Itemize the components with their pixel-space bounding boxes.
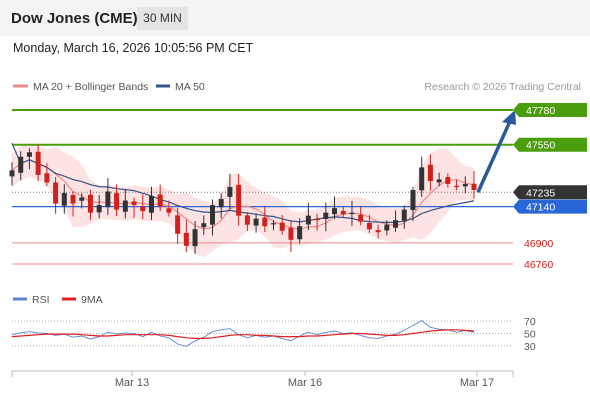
candle-body	[454, 185, 460, 188]
candle-body	[323, 212, 329, 219]
candle-body	[340, 210, 346, 215]
candle-body	[166, 208, 172, 213]
copyright-text: Research © 2026 Trading Central	[424, 81, 581, 93]
bollinger-band	[12, 142, 474, 258]
candle-body	[375, 230, 381, 233]
rsi-legend-label: RSI	[32, 294, 50, 306]
pivot-price-tag-47140	[513, 199, 587, 214]
candle-body	[393, 220, 399, 228]
candle-body	[218, 199, 224, 208]
candle-body	[445, 177, 451, 184]
candle-body	[288, 227, 294, 240]
candle-body	[209, 205, 215, 225]
rsi-line	[11, 320, 475, 347]
x-axis-label: Mar 13	[115, 377, 149, 389]
x-axis-label: Mar 17	[460, 377, 494, 389]
candle-body	[96, 205, 102, 213]
candle-body	[148, 196, 154, 213]
candle-body	[79, 197, 85, 201]
candle-body	[9, 170, 15, 177]
pivot-label-47140: 47140	[526, 202, 555, 214]
candle-body	[297, 226, 303, 240]
candle-body	[305, 215, 311, 225]
candle-body	[349, 212, 355, 214]
candle-body	[262, 217, 268, 227]
candle-body	[114, 193, 120, 210]
candle-body	[253, 218, 259, 226]
resistance-price-tag-47550	[513, 137, 587, 152]
candle-body	[87, 194, 93, 213]
support-label-46900: 46900	[524, 238, 553, 250]
resistance-label-47550: 47550	[526, 140, 555, 152]
candle-body	[279, 222, 285, 231]
candle-body	[53, 182, 59, 204]
candle-body	[175, 215, 181, 234]
candle-body	[70, 194, 76, 204]
chart-header: Dow Jones (CME) 30 MIN	[0, 0, 590, 36]
candle-body	[236, 184, 242, 216]
candle-body	[366, 223, 372, 230]
candle-body	[314, 218, 320, 221]
last_price-label-47235: 47235	[526, 187, 555, 199]
candle-body	[105, 191, 111, 208]
candle-body	[201, 223, 207, 228]
candle-body	[462, 183, 468, 187]
candle-body	[35, 151, 41, 175]
resistance-price-tag-47780	[513, 103, 587, 118]
candle-body	[271, 223, 277, 225]
ma20-legend-label: MA 20 + Bollinger Bands	[33, 81, 148, 93]
ma50-legend-label: MA 50	[175, 81, 205, 93]
candle-body	[410, 190, 416, 211]
forecast-arrow	[476, 118, 513, 193]
candle-body	[44, 173, 50, 183]
candle-body	[157, 194, 163, 207]
rsi-tick-70: 70	[524, 316, 536, 328]
rsi-ma-line	[11, 329, 475, 339]
candle-body	[332, 208, 338, 215]
rsi-tick-30: 30	[524, 341, 536, 353]
candle-body	[140, 206, 146, 212]
candle-body	[26, 152, 32, 157]
instrument-title: Dow Jones (CME)	[11, 10, 138, 27]
candle-body	[192, 229, 198, 247]
candle-body	[358, 214, 364, 222]
candle-body	[244, 215, 250, 225]
candle-body	[471, 183, 477, 190]
candle-body	[131, 201, 137, 206]
candle-body	[61, 193, 67, 206]
timestamp: Monday, March 16, 2026 10:05:56 PM CET	[13, 41, 254, 55]
candle-body	[384, 224, 390, 231]
timeframe-badge[interactable]: 30 MIN	[137, 7, 188, 30]
resistance-label-47780: 47780	[526, 105, 555, 117]
candle-body	[183, 232, 189, 246]
candle-body	[122, 200, 128, 212]
x-axis-label: Mar 16	[288, 377, 322, 389]
candle-body	[436, 179, 442, 183]
candle-body	[227, 186, 233, 197]
candle-body	[427, 164, 433, 181]
forecast-arrow-head	[502, 110, 516, 126]
candle-body	[18, 156, 24, 173]
rsi-ma-legend-label: 9MA	[81, 294, 103, 306]
support-label-46760: 46760	[524, 259, 553, 271]
candle-body	[419, 167, 425, 191]
rsi-tick-50: 50	[524, 329, 536, 341]
candle-body	[401, 209, 407, 221]
last_price-price-tag-47235	[513, 185, 587, 200]
